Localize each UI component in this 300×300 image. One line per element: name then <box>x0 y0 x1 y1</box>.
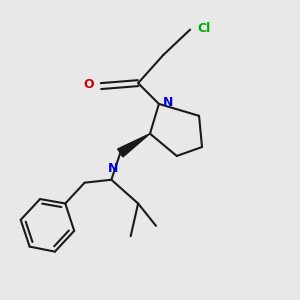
Text: N: N <box>108 162 118 175</box>
Text: N: N <box>164 96 174 109</box>
Text: Cl: Cl <box>198 22 211 34</box>
Text: O: O <box>83 78 94 91</box>
Polygon shape <box>118 134 150 157</box>
